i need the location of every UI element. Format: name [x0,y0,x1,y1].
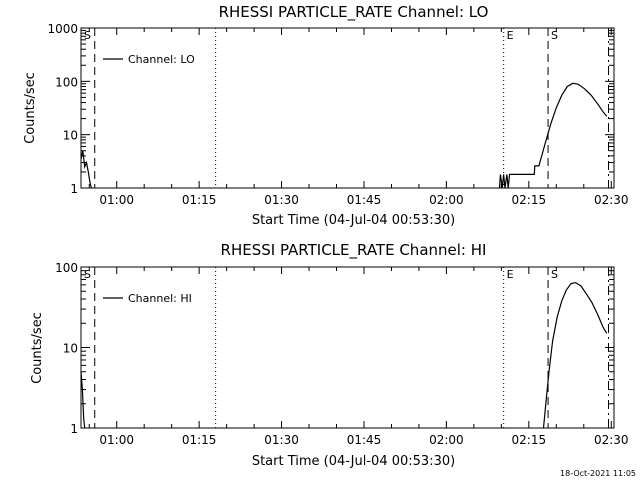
y-tick-label: 1000 [47,22,78,36]
y-tick-label: 1 [70,182,78,196]
chart-title: RHESSI PARTICLE_RATE Channel: HI [221,241,487,260]
x-tick-label: 01:30 [264,193,299,207]
event-marker-label: S [84,29,91,42]
event-marker-label: S [84,268,91,281]
x-axis-label: Start Time (04-Jul-04 00:53:30) [252,454,455,469]
x-tick-label: 02:15 [512,193,547,207]
event-marker-label: S [551,29,558,42]
footer-timestamp: 18-Oct-2021 11:05 [560,469,636,478]
y-tick-label: 100 [55,261,78,275]
x-tick-label: 01:00 [99,193,134,207]
chart-title: RHESSI PARTICLE_RATE Channel: LO [219,3,489,22]
y-axis-label: Counts/sec [30,312,45,384]
x-tick-label: 02:30 [594,193,629,207]
series-line [542,281,608,429]
series-line [80,371,86,429]
x-tick-label: 01:15 [182,433,217,447]
series-line [498,82,608,189]
x-tick-label: 02:15 [512,433,547,447]
x-tick-label: 01:15 [182,193,217,207]
y-tick-label: 10 [63,129,78,143]
plot-frame [80,27,615,189]
chart-panel-lo: RHESSI PARTICLE_RATE Channel: LO 01:00 01:… [23,3,629,228]
x-axis-label: Start Time (04-Jul-04 00:53:30) [252,213,455,228]
legend-label: Channel: HI [128,292,192,305]
series-line [80,150,93,189]
event-marker-label: E [507,29,514,42]
legend-label: Channel: LO [128,53,195,66]
x-tick-label: 01:45 [347,193,382,207]
x-tick-label: 02:30 [594,433,629,447]
y-tick-label: 1 [70,422,78,436]
y-tick-label: 100 [55,75,78,89]
chart-panel-hi: RHESSI PARTICLE_RATE Channel: HI 01:00 01:… [30,241,629,469]
y-axis-label: Counts/sec [23,72,38,144]
x-tick-label: 02:00 [429,193,464,207]
x-tick-label: 01:00 [99,433,134,447]
x-tick-label: 01:45 [347,433,382,447]
event-marker-label: S [551,268,558,281]
y-tick-label: 10 [63,342,78,356]
event-marker-label: E [507,268,514,281]
x-tick-label: 02:00 [429,433,464,447]
x-tick-label: 01:30 [264,433,299,447]
